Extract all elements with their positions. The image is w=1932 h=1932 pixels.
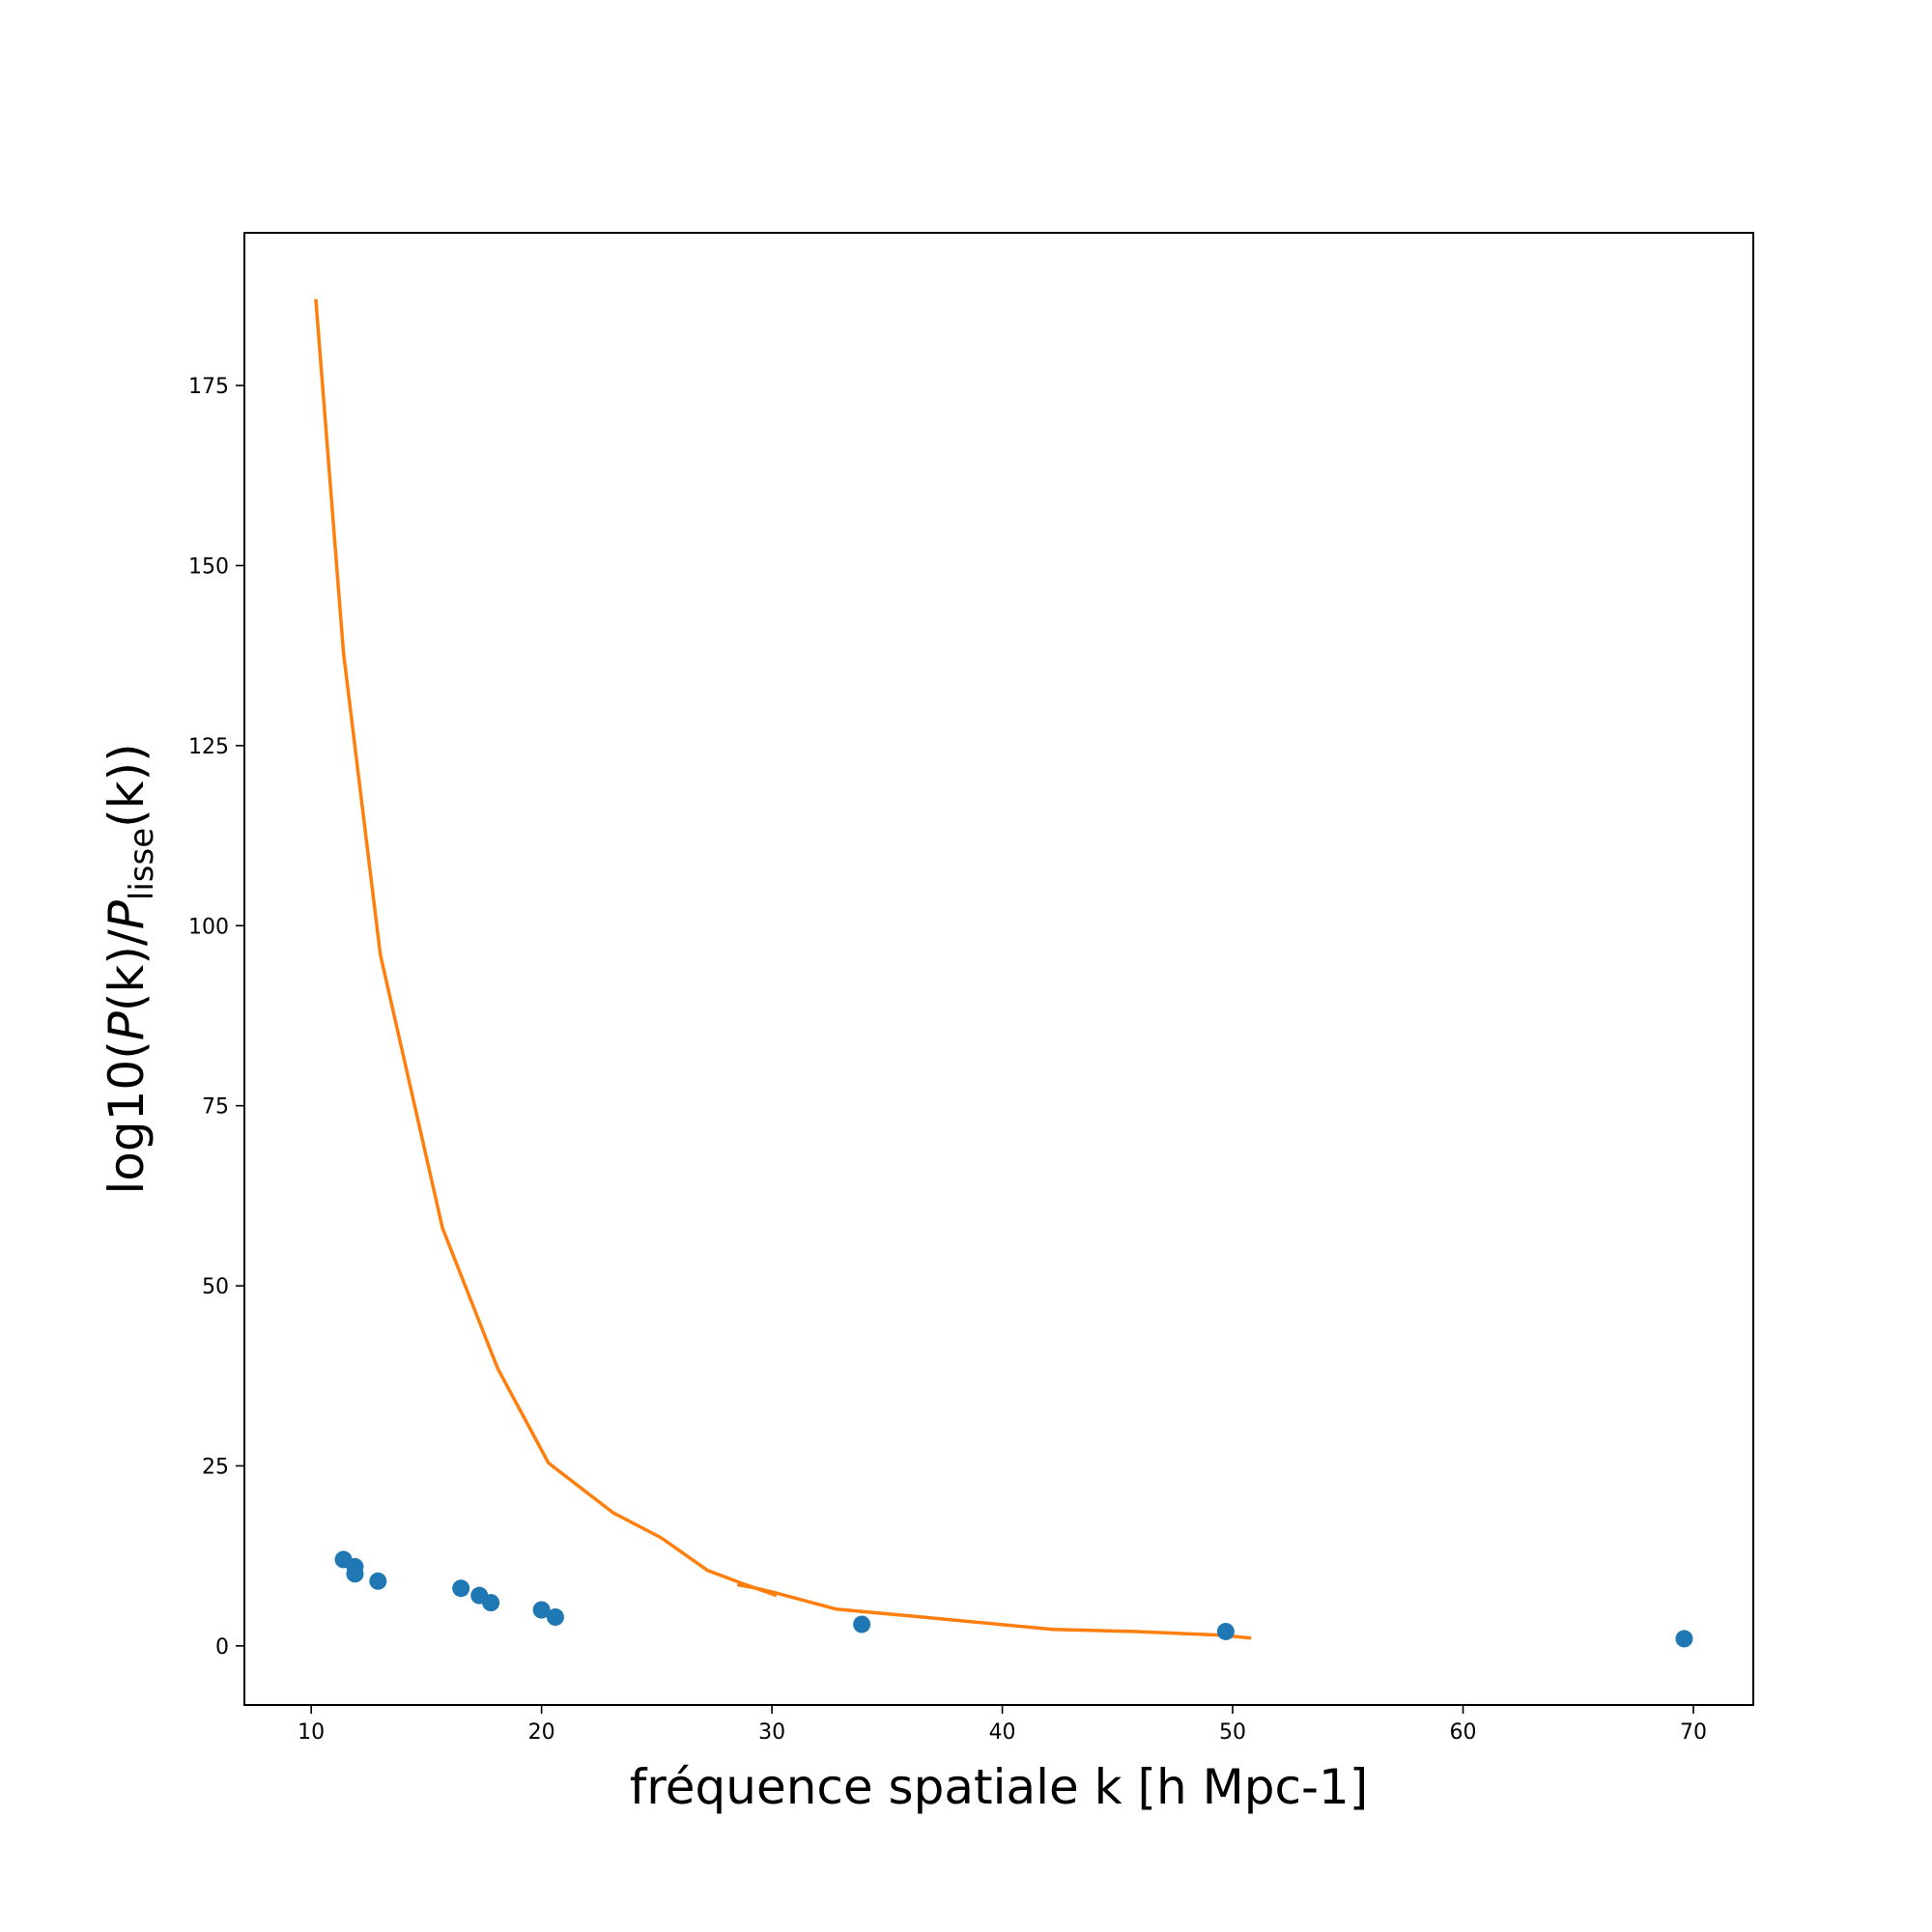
y-axis-label-denominator-arg: (k))	[99, 743, 155, 827]
y-axis-label-numerator-arg: (k)/	[99, 929, 155, 1011]
fit-curve-1	[314, 298, 778, 1598]
y-tick-label: 150	[188, 554, 229, 579]
axis-ticks: 10 20 30 40 50 60 70 0 25 50 75 100 125 150 175	[188, 375, 1707, 1745]
x-tick-label: 10	[298, 1720, 325, 1745]
data-point	[532, 1601, 551, 1619]
x-tick-label: 30	[758, 1720, 785, 1745]
axes-frame	[243, 232, 1754, 1706]
x-tick-label: 20	[528, 1720, 555, 1745]
y-axis-label-prefix: log10(	[99, 1040, 155, 1194]
y-axis-label-subscript: lisse	[123, 828, 161, 900]
x-tick-label: 60	[1450, 1720, 1477, 1745]
data-point	[1216, 1622, 1235, 1640]
y-tick-label: 25	[202, 1455, 229, 1479]
x-tick-label: 70	[1680, 1720, 1707, 1745]
data-point	[1675, 1630, 1693, 1648]
data-point	[482, 1594, 500, 1612]
y-tick-label: 50	[202, 1275, 229, 1299]
data-point	[546, 1608, 564, 1627]
y-tick-label: 0	[215, 1635, 229, 1660]
y-tick-label: 175	[188, 375, 229, 399]
y-axis-label: log10(P(k)/Plisse(k))	[99, 743, 161, 1194]
chart-marks	[314, 298, 1693, 1648]
data-point	[452, 1579, 470, 1598]
data-point	[369, 1572, 387, 1590]
data-point	[853, 1615, 871, 1634]
fit-curve-2	[736, 1582, 1252, 1640]
y-tick-label: 75	[202, 1095, 229, 1120]
x-tick-label: 50	[1219, 1720, 1246, 1745]
x-tick-label: 40	[989, 1720, 1016, 1745]
x-axis-label: fréquence spatiale k [h Mpc-1]	[630, 1759, 1369, 1815]
y-tick-label: 100	[188, 915, 229, 939]
y-axis-label-denominator: P	[99, 899, 155, 929]
y-tick-label: 125	[188, 735, 229, 759]
y-axis-label-numerator: P	[99, 1010, 155, 1040]
data-point	[346, 1565, 364, 1583]
